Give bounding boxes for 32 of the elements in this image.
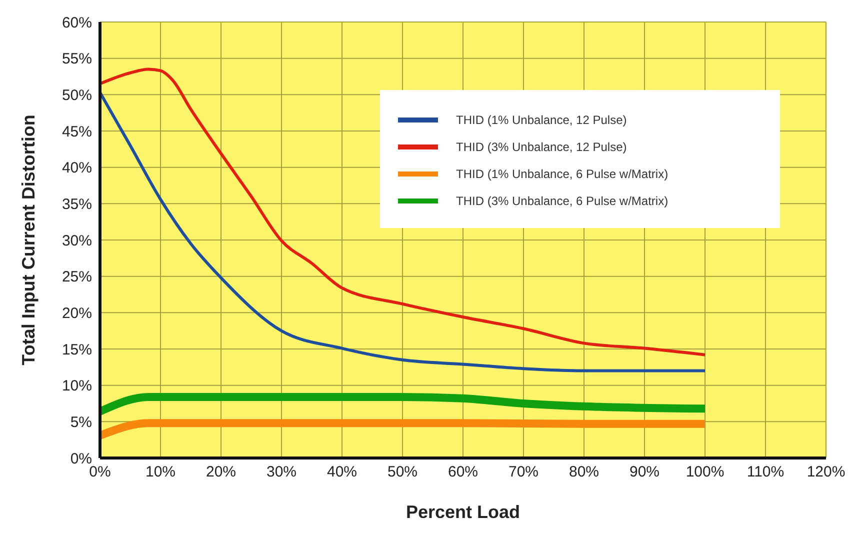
legend-label: THID (1% Unbalance, 12 Pulse) bbox=[456, 112, 627, 126]
y-tick-label: 50% bbox=[62, 86, 92, 104]
x-tick-label: 0% bbox=[89, 464, 111, 481]
x-tick-label: 90% bbox=[629, 464, 660, 481]
y-tick-label: 10% bbox=[62, 378, 92, 395]
legend-label: THID (1% Unbalance, 6 Pulse w/Matrix) bbox=[456, 166, 668, 180]
y-tick-label: 25% bbox=[62, 268, 92, 286]
x-tick-label: 80% bbox=[568, 464, 600, 481]
y-axis-title: Total Input Current Distortion bbox=[18, 114, 38, 366]
x-tick-label: 60% bbox=[448, 464, 478, 481]
x-tick-label: 100% bbox=[686, 464, 724, 481]
x-tick-label: 40% bbox=[326, 464, 358, 481]
y-tick-label: 30% bbox=[62, 232, 92, 250]
y-tick-label: 55% bbox=[62, 50, 92, 68]
y-tick-label: 40% bbox=[62, 160, 92, 177]
y-tick-label: 45% bbox=[62, 123, 92, 140]
x-tick-label: 120% bbox=[806, 464, 846, 481]
x-tick-label: 50% bbox=[387, 464, 418, 481]
x-tick-label: 110% bbox=[746, 464, 784, 481]
y-tick-label: 20% bbox=[62, 304, 92, 322]
y-tick-label: 60% bbox=[62, 14, 92, 32]
x-tick-label: 70% bbox=[508, 464, 539, 481]
x-tick-label: 10% bbox=[145, 464, 176, 481]
x-axis-title: Percent Load bbox=[406, 502, 520, 522]
x-tick-label: 20% bbox=[206, 464, 236, 481]
y-tick-label: 0% bbox=[70, 450, 92, 468]
legend-label: THID (3% Unbalance, 6 Pulse w/Matrix) bbox=[456, 194, 668, 208]
y-tick-label: 15% bbox=[62, 341, 92, 358]
legend-label: THID (3% Unbalance, 12 Pulse) bbox=[456, 140, 627, 154]
y-tick-label: 35% bbox=[62, 196, 92, 213]
x-tick-label: 30% bbox=[266, 464, 297, 481]
y-tick-label: 5% bbox=[70, 414, 92, 431]
